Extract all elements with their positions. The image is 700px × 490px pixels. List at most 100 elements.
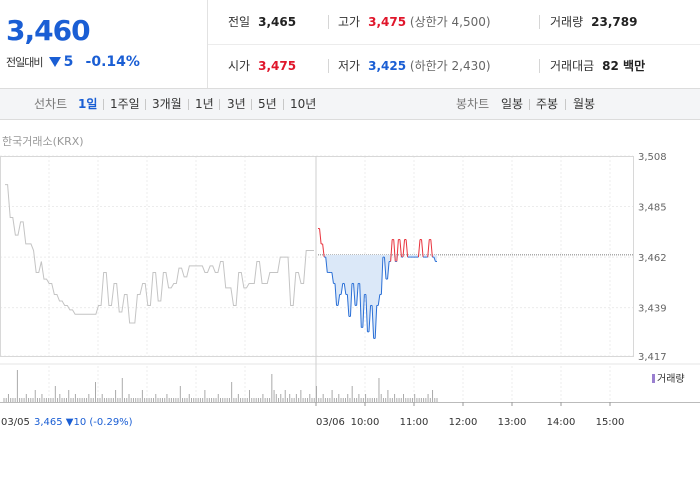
today-line-segment bbox=[325, 257, 328, 273]
today-line-segment bbox=[371, 305, 375, 339]
today-line-segment bbox=[393, 239, 396, 262]
stat-label: 거래대금 bbox=[550, 59, 595, 73]
divider bbox=[539, 15, 540, 29]
today-line-segment bbox=[405, 239, 409, 258]
stat-label: 고가 bbox=[338, 15, 361, 29]
stat-upper-limit: (상한가 4,500) bbox=[409, 15, 491, 29]
y-tick-label: 3,462 bbox=[638, 253, 667, 264]
x-tick-label: 15:00 bbox=[596, 417, 625, 428]
today-line-segment bbox=[337, 294, 341, 306]
today-line-segment bbox=[359, 283, 362, 328]
current-price: 3,460 bbox=[6, 14, 91, 47]
divider bbox=[539, 59, 540, 73]
today-line-segment bbox=[362, 294, 365, 328]
today-line-segment bbox=[343, 283, 347, 295]
divider bbox=[251, 99, 252, 110]
stat-label: 전일 bbox=[228, 15, 251, 29]
today-line-segment bbox=[340, 283, 344, 295]
today-line-segment bbox=[383, 257, 387, 280]
candle-monthly[interactable]: 월봉 bbox=[573, 97, 596, 111]
today-line-segment bbox=[387, 261, 390, 280]
period-1week[interactable]: 1주일 bbox=[110, 97, 140, 111]
period-1year[interactable]: 1년 bbox=[195, 97, 214, 111]
x-tick-label: 03/06 bbox=[316, 417, 345, 428]
stat-prev-close: 전일 3,465 bbox=[228, 0, 296, 44]
volume-legend-swatch bbox=[652, 374, 655, 383]
x-tick-label: 13:00 bbox=[498, 417, 527, 428]
stats-panel: 전일 3,465 고가 3,475 (상한가 4,500) 거래량 23,789 시가… bbox=[208, 0, 700, 88]
stat-label: 거래량 bbox=[550, 15, 584, 29]
change-label: 전일대비 bbox=[6, 56, 43, 69]
stat-value: 23,789 bbox=[591, 15, 638, 29]
plot-frame bbox=[0, 156, 634, 357]
today-line-segment bbox=[377, 294, 381, 306]
stat-value: 3,425 bbox=[368, 59, 407, 73]
down-arrow-icon bbox=[48, 57, 61, 67]
y-tick-label: 3,417 bbox=[638, 352, 667, 363]
stat-value: 3,475 bbox=[258, 59, 297, 73]
stats-row-2: 시가 3,475 저가 3,425 (하한가 2,430) 거래대금 82 백만 bbox=[208, 44, 700, 88]
today-line-segment bbox=[356, 283, 359, 306]
x-tick-label: 14:00 bbox=[547, 417, 576, 428]
divider bbox=[188, 99, 189, 110]
change-value: 5 bbox=[63, 54, 74, 70]
today-line-segment bbox=[390, 239, 393, 262]
divider bbox=[103, 99, 104, 110]
today-line-segment bbox=[374, 305, 378, 339]
period-3months[interactable]: 3개월 bbox=[152, 97, 182, 111]
stat-label: 저가 bbox=[338, 59, 361, 73]
today-line-segment bbox=[319, 228, 322, 244]
today-line-segment bbox=[417, 239, 421, 258]
today-line-segment bbox=[331, 272, 334, 284]
today-line-segment bbox=[421, 239, 424, 258]
divider bbox=[328, 15, 329, 29]
today-line-segment bbox=[427, 239, 430, 258]
prev-day-summary: 3,465 ▼10 (-0.29%) bbox=[34, 417, 133, 428]
x-tick-label: 12:00 bbox=[449, 417, 478, 428]
stat-volume: 거래량 23,789 bbox=[550, 0, 637, 44]
period-3years[interactable]: 3년 bbox=[227, 97, 246, 111]
volume-legend-label: 거래량 bbox=[657, 373, 685, 385]
today-line-segment bbox=[430, 239, 433, 258]
stat-value: 82 백만 bbox=[602, 59, 646, 73]
today-line-segment bbox=[368, 305, 372, 332]
y-tick-label: 3,508 bbox=[638, 152, 667, 163]
data-source-label: 한국거래소(KRX) bbox=[2, 135, 84, 148]
period-10years[interactable]: 10년 bbox=[290, 97, 317, 111]
period-1day[interactable]: 1일 bbox=[78, 97, 98, 111]
price-chart[interactable]: 3,508 3,485 3,462 3,439 3,417 거래량 03/06 10:00 11… bbox=[0, 120, 700, 490]
today-line-segment bbox=[349, 283, 353, 317]
today-line-segment bbox=[346, 294, 350, 317]
divider bbox=[145, 99, 146, 110]
divider bbox=[529, 99, 530, 110]
stat-lower-limit: (하한가 2,430) bbox=[409, 59, 491, 73]
divider bbox=[283, 99, 284, 110]
price-box: 3,460 전일대비 5 -0.14% bbox=[0, 0, 208, 88]
x-tick-label: 10:00 bbox=[351, 417, 380, 428]
today-line-segment bbox=[399, 239, 402, 258]
candle-daily[interactable]: 일봉 bbox=[501, 97, 524, 111]
today-line-segment bbox=[380, 257, 384, 295]
y-tick-label: 3,439 bbox=[638, 304, 667, 315]
divider bbox=[219, 99, 220, 110]
divider bbox=[328, 59, 329, 73]
prev-day-label: 03/05 bbox=[1, 417, 30, 428]
stat-low: 저가 3,425 (하한가 2,430) bbox=[338, 44, 491, 88]
quote-header: 3,460 전일대비 5 -0.14% 전일 3,465 고가 3,475 (상한가… bbox=[0, 0, 700, 89]
candle-weekly[interactable]: 주봉 bbox=[536, 97, 559, 111]
divider bbox=[565, 99, 566, 110]
period-selector-bar: 선차트 1일 1주일 3개월 1년 3년 5년 10년 봉차트 일봉 주봉 월봉 bbox=[0, 89, 700, 120]
candle-chart-label: 봉차트 bbox=[456, 97, 490, 111]
stat-label: 시가 bbox=[228, 59, 251, 73]
today-line-segment bbox=[322, 243, 325, 258]
price-chart-area: 한국거래소(KRX) 3,508 3,485 3,462 3,439 3,417 거래량 0… bbox=[0, 120, 700, 490]
today-line-segment bbox=[365, 294, 368, 332]
today-line-segment bbox=[353, 283, 356, 306]
change-percent: -0.14% bbox=[85, 54, 140, 70]
today-line-segment bbox=[402, 239, 406, 258]
stat-open: 시가 3,475 bbox=[228, 44, 296, 88]
below-ref-area bbox=[318, 254, 437, 339]
period-5years[interactable]: 5년 bbox=[258, 97, 277, 111]
stat-high: 고가 3,475 (상한가 4,500) bbox=[338, 0, 491, 44]
prev-day-line bbox=[5, 184, 314, 324]
